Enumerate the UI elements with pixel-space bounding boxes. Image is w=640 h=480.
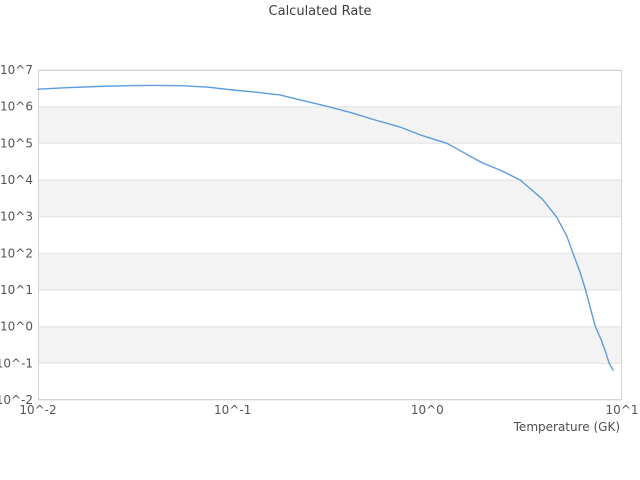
x-axis-label: Temperature (GK)	[513, 420, 620, 434]
chart-title: Calculated Rate	[268, 4, 372, 19]
y-tick-label: 10^2	[0, 246, 33, 260]
x-tick-label: 10^0	[411, 403, 444, 417]
y-tick-label: 10^5	[0, 136, 33, 150]
decade-band	[38, 180, 622, 217]
y-tick-label: 10^0	[0, 320, 33, 334]
x-tick-label: 10^1	[606, 403, 639, 417]
y-tick-label: 10^7	[0, 63, 33, 77]
rate-curve	[37, 84, 614, 371]
y-tick-label: 10^4	[0, 173, 33, 187]
decade-band	[38, 253, 622, 290]
x-tick-label: 10^-2	[19, 403, 56, 417]
decade-band	[38, 106, 622, 144]
y-tick-label: 10^1	[0, 283, 33, 297]
y-tick-label: 10^-2	[0, 393, 33, 407]
y-tick-label: 10^3	[0, 210, 33, 224]
y-tick-label: 10^-1	[0, 356, 33, 370]
x-tick-label: 10^-1	[214, 403, 251, 417]
decade-band	[38, 326, 622, 364]
y-tick-label: 10^6	[0, 100, 33, 114]
plot-border	[38, 70, 622, 400]
